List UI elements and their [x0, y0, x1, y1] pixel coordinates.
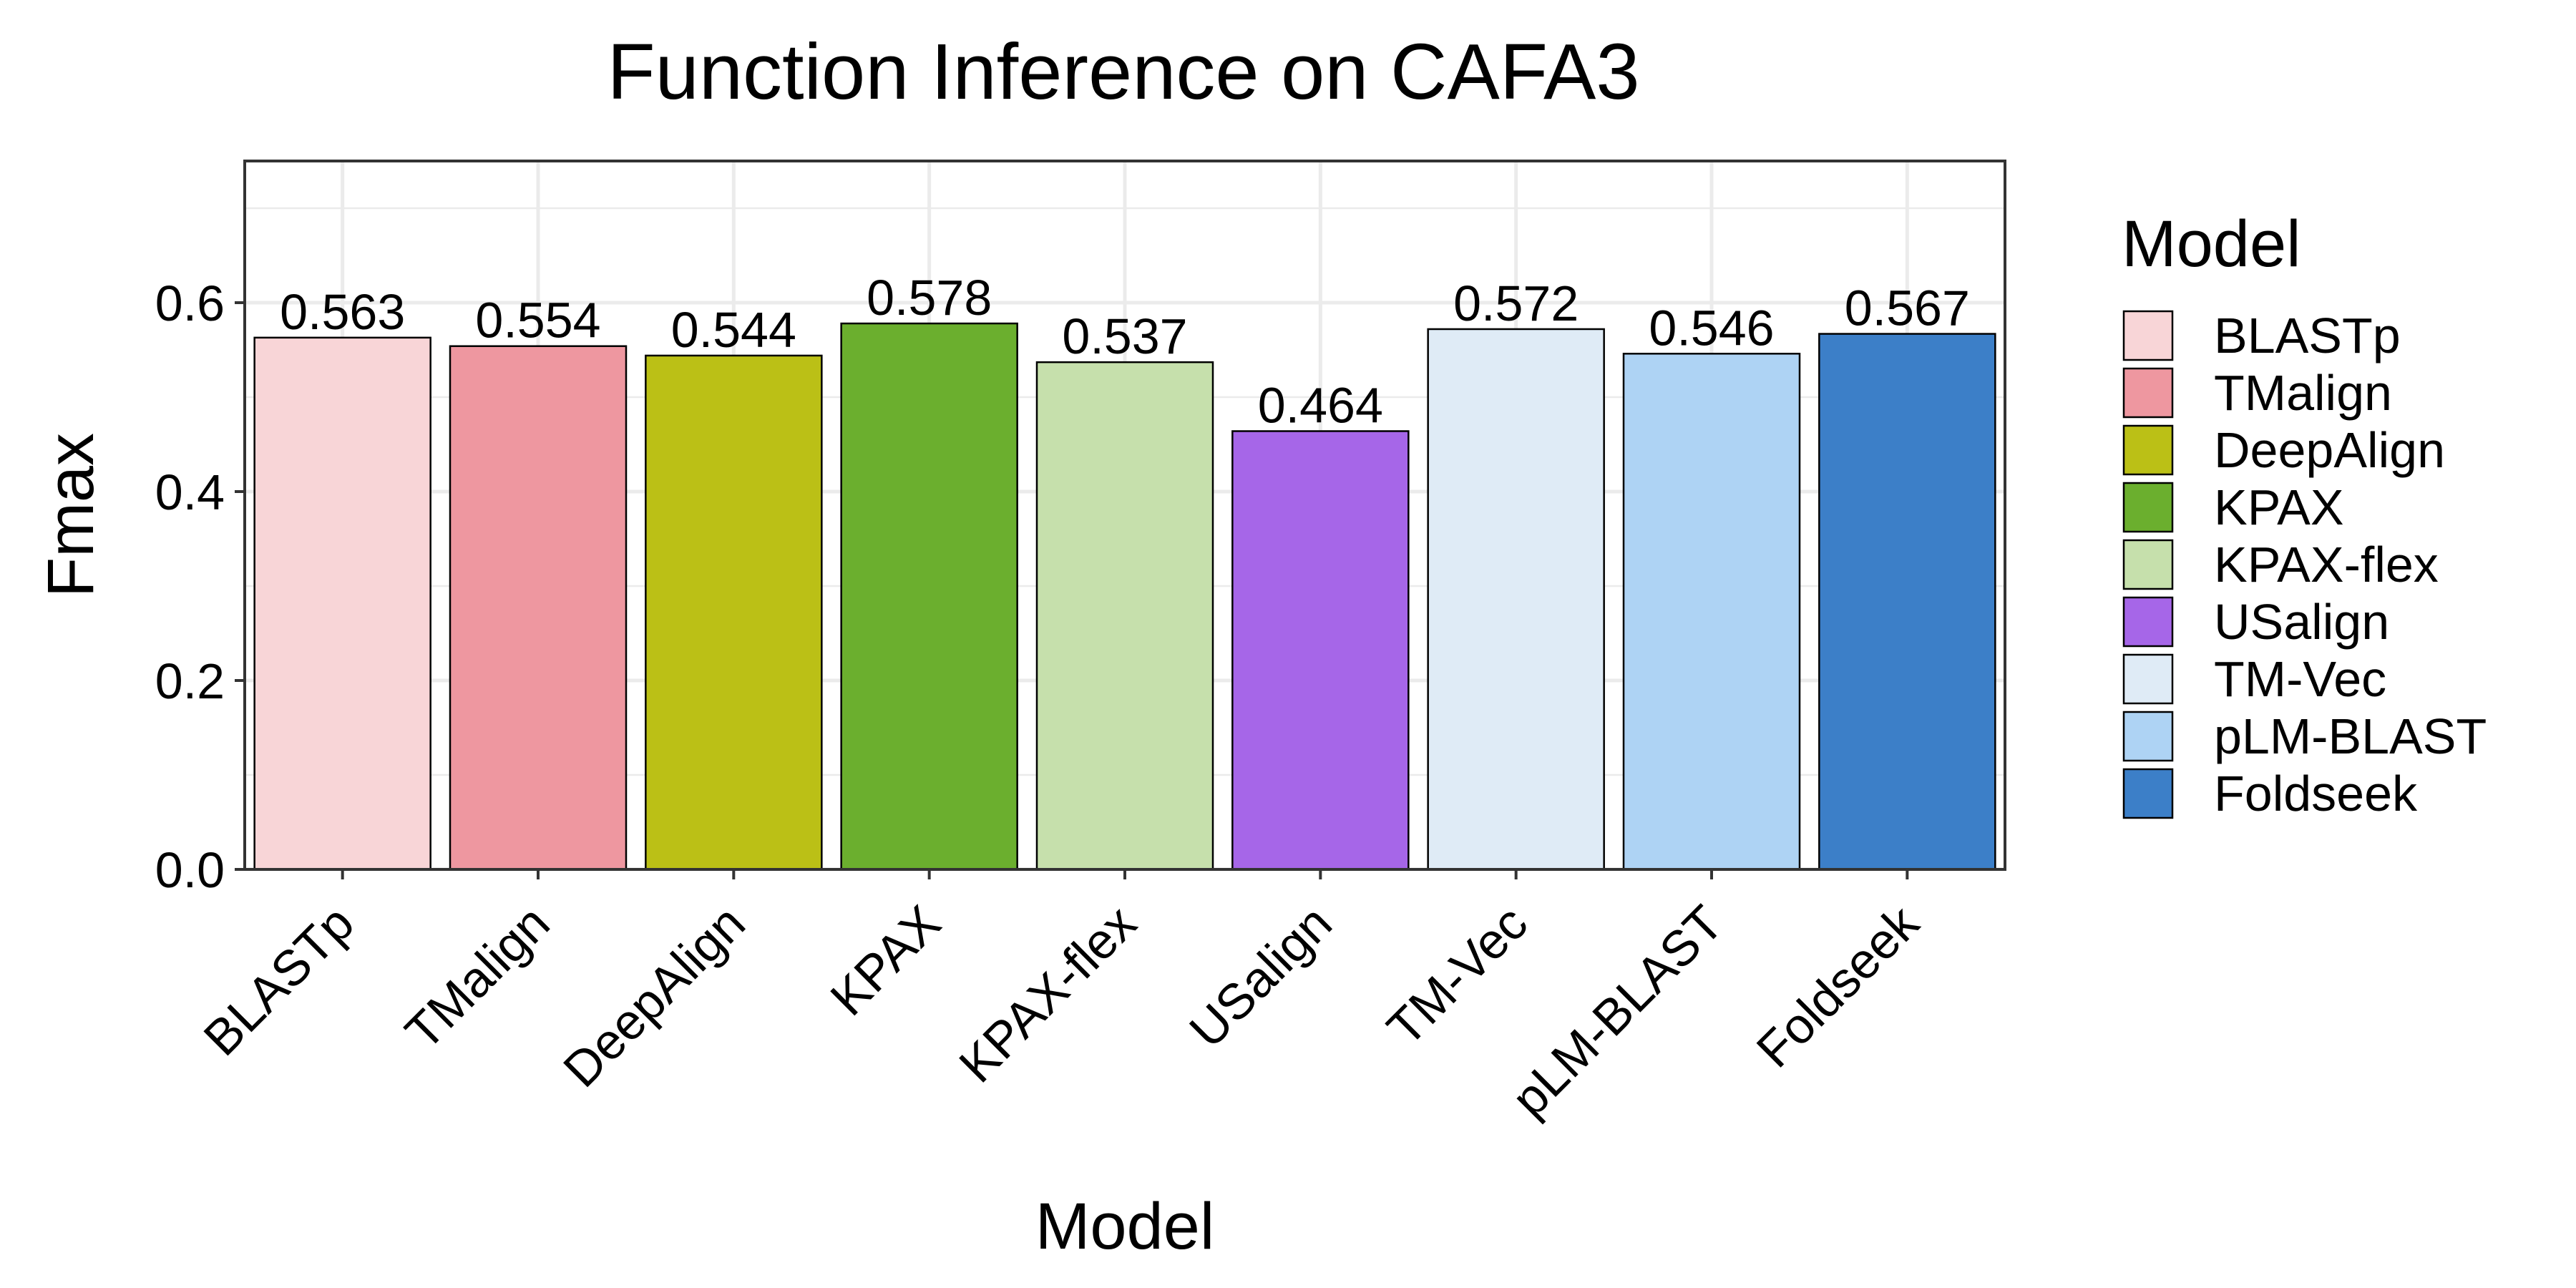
legend-swatch — [2122, 367, 2174, 419]
x-tick-label: Foldseek — [1746, 894, 1930, 1078]
y-tick-label: 0.6 — [155, 275, 225, 331]
bar-TM-Vec — [1427, 328, 1605, 871]
legend-swatch — [2122, 310, 2174, 361]
legend-label: KPAX — [2214, 479, 2344, 535]
x-tick-label: TMalign — [394, 894, 560, 1060]
bar-BLASTp — [253, 336, 431, 871]
legend-label: USalign — [2214, 594, 2389, 650]
bar-value-label: 0.554 — [475, 293, 600, 348]
bar-value-label: 0.572 — [1453, 275, 1579, 331]
bar-TMalign — [449, 345, 628, 871]
legend-title: Model — [2122, 208, 2301, 280]
legend-label: DeepAlign — [2214, 422, 2445, 478]
y-tick-label: 0.4 — [155, 464, 225, 520]
x-tick-label: KPAX — [820, 894, 952, 1026]
bar-DeepAlign — [645, 354, 823, 871]
legend-swatch — [2122, 596, 2174, 648]
bar-USalign — [1231, 430, 1410, 871]
legend: Model BLASTpTMalignDeepAlignKPAXKPAX-fle… — [2122, 208, 2487, 821]
bar-value-labels: 0.563 0.554 0.544 0.578 0.537 0.464 0.572 0.546… — [280, 270, 1970, 433]
chart-title: Function Inference on CAFA3 — [607, 28, 1639, 116]
y-axis: 0.0 0.2 0.4 0.6 — [155, 275, 245, 898]
legend-label: pLM-BLAST — [2214, 708, 2487, 764]
bar-value-label: 0.537 — [1062, 308, 1187, 364]
bar-value-label: 0.563 — [280, 284, 405, 340]
bar-Foldseek — [1818, 333, 1996, 871]
x-axis-title: Model — [1035, 1190, 1215, 1263]
legend-swatch — [2122, 482, 2174, 533]
legend-label: TM-Vec — [2214, 651, 2386, 707]
bar-value-label: 0.544 — [671, 302, 796, 358]
bar-value-label: 0.464 — [1258, 378, 1383, 434]
x-tick-label: BLASTp — [193, 894, 364, 1065]
x-tick-label: pLM-BLAST — [1501, 894, 1734, 1127]
bar-value-label: 0.546 — [1649, 300, 1774, 356]
legend-label: KPAX-flex — [2214, 537, 2439, 592]
legend-swatch — [2122, 653, 2174, 705]
bar-value-label: 0.578 — [867, 270, 992, 326]
legend-label: Foldseek — [2214, 766, 2418, 821]
bars — [253, 322, 1996, 871]
legend-label: BLASTp — [2214, 308, 2401, 364]
bar-pLM-BLAST — [1622, 353, 1801, 871]
x-tick-label: KPAX-flex — [949, 894, 1147, 1093]
legend-swatch — [2122, 539, 2174, 590]
y-axis-title: Fmax — [34, 433, 107, 597]
y-tick-label: 0.0 — [155, 842, 225, 898]
legend-label: TMalign — [2214, 365, 2392, 421]
bar-KPAX-flex — [1035, 361, 1214, 871]
y-tick-label: 0.2 — [155, 653, 225, 709]
bar-KPAX — [840, 322, 1018, 871]
x-tick-label: DeepAlign — [552, 894, 756, 1098]
x-tick-label: TM-Vec — [1377, 894, 1538, 1056]
legend-swatch — [2122, 711, 2174, 762]
legend-swatch — [2122, 424, 2174, 476]
legend-swatch — [2122, 768, 2174, 819]
bar-value-label: 0.567 — [1845, 280, 1970, 336]
x-tick-label: USalign — [1179, 894, 1342, 1058]
